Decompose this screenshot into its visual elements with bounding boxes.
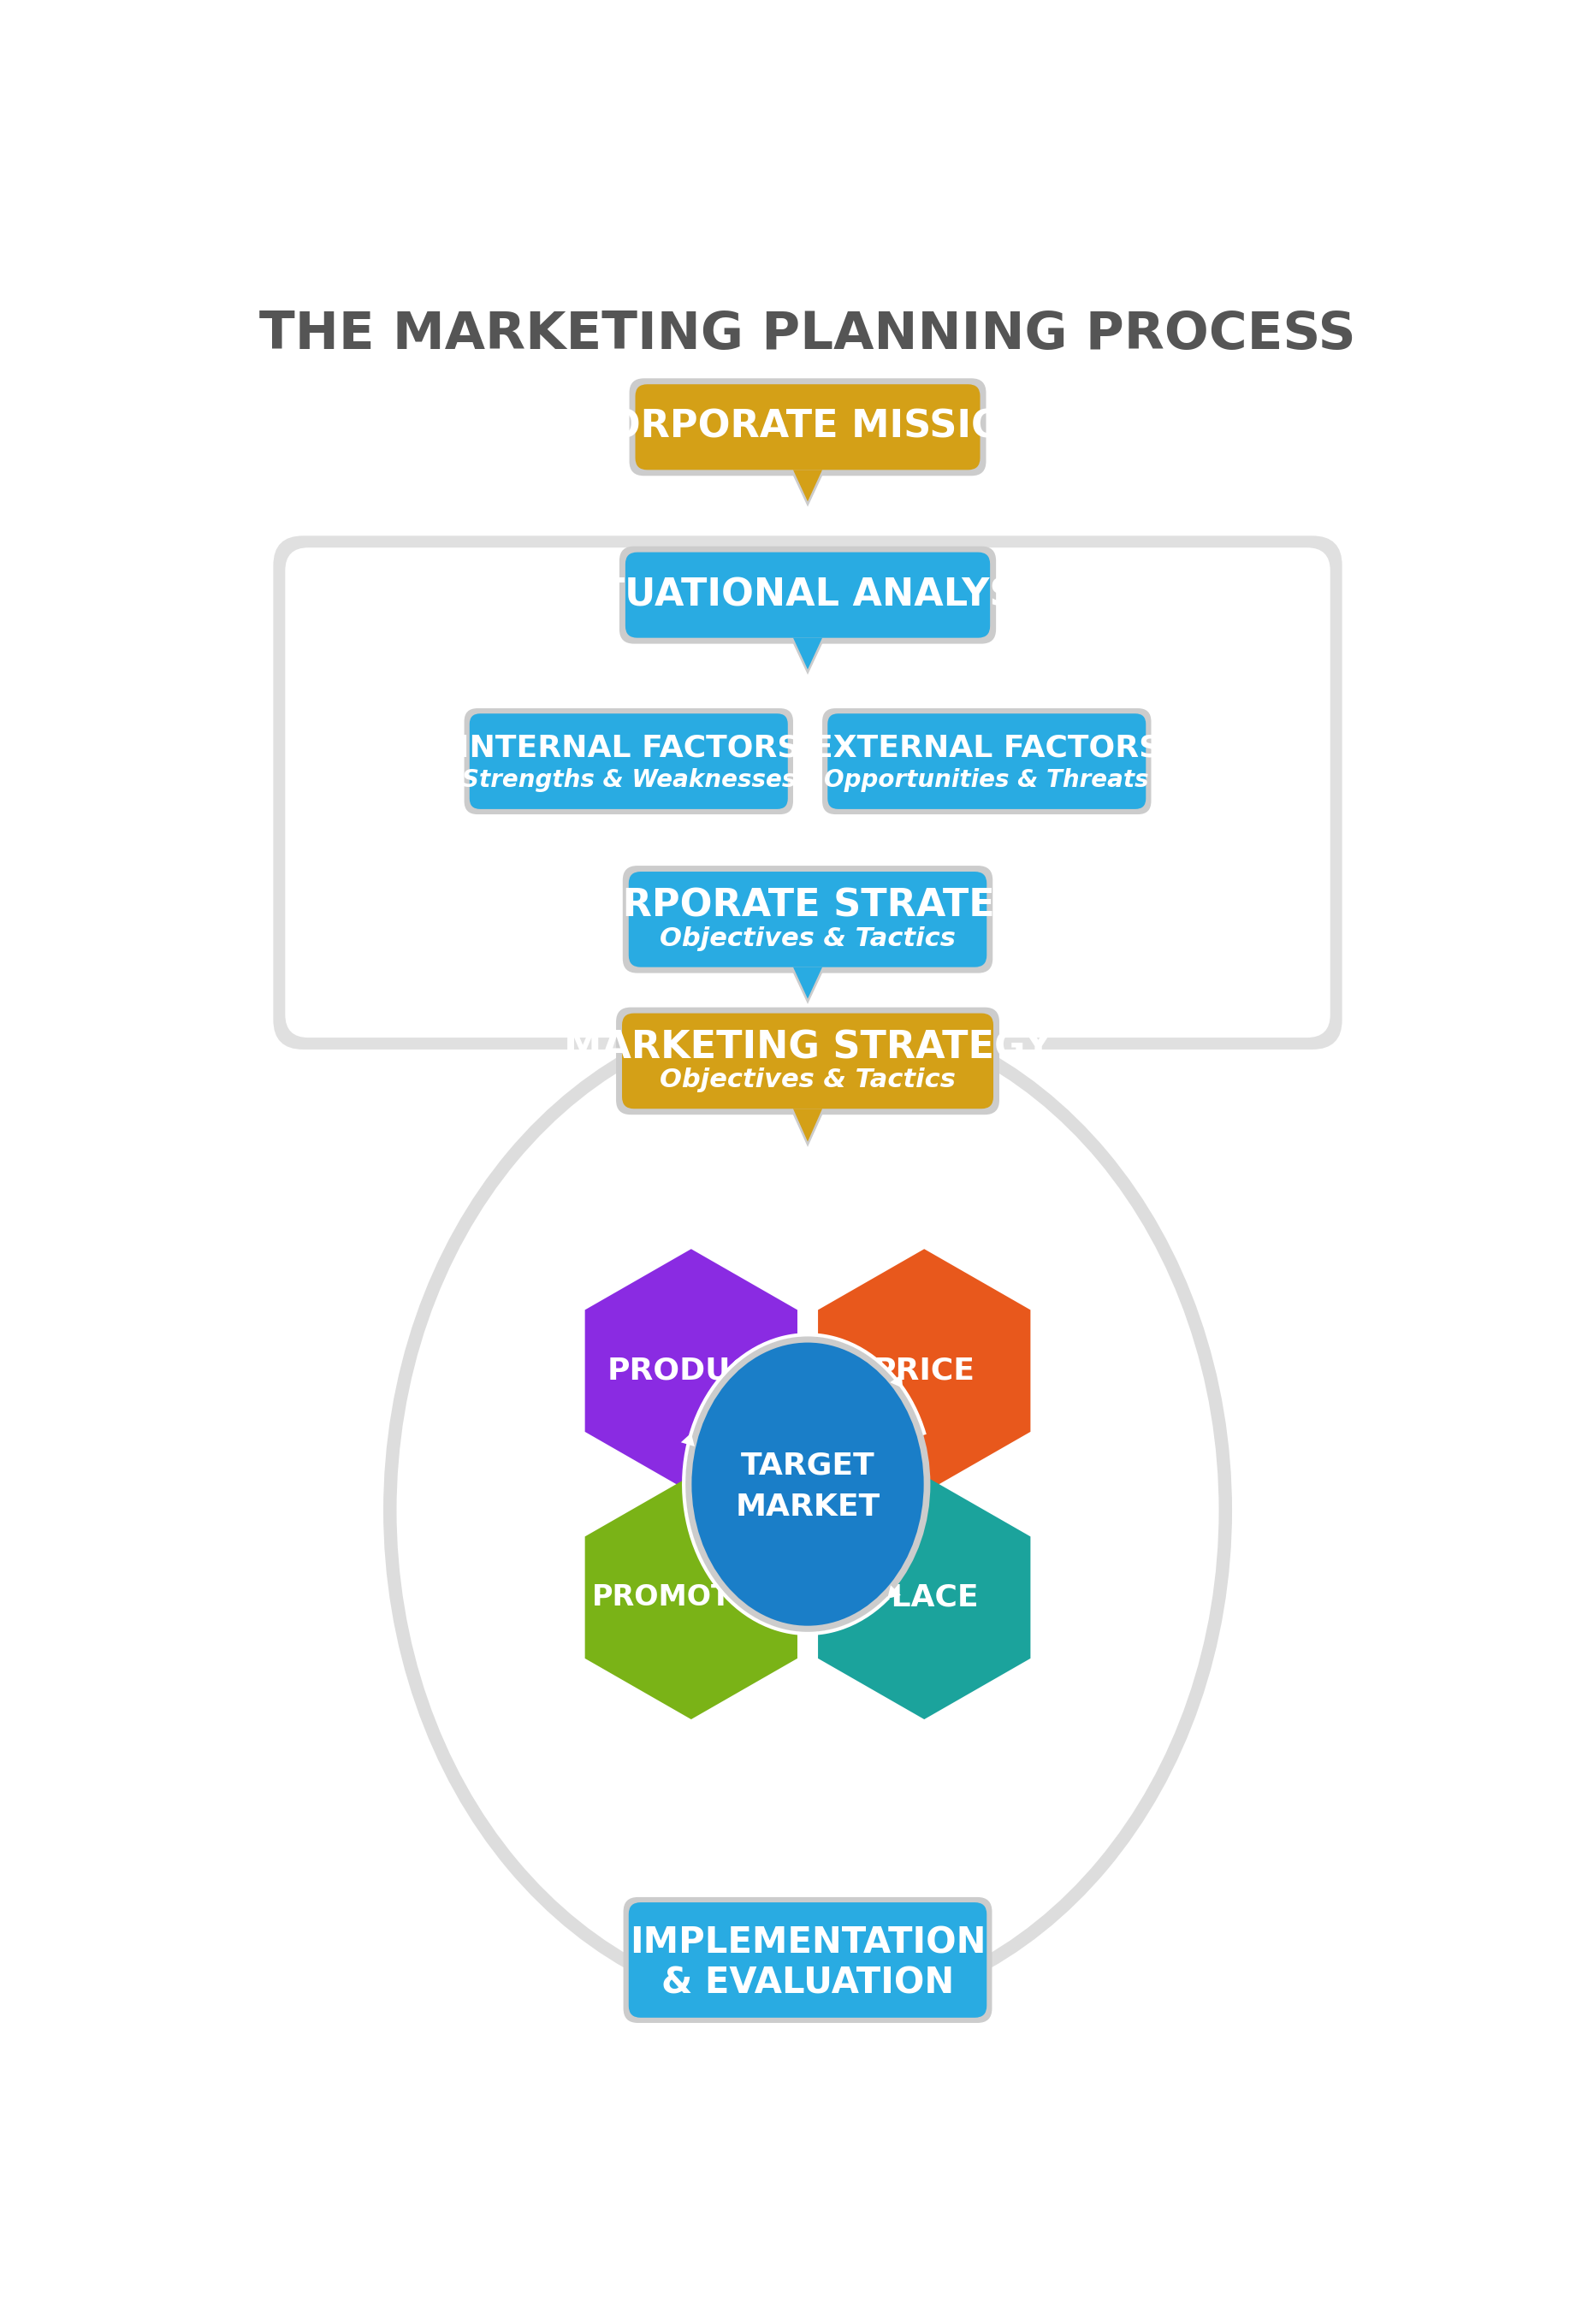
Ellipse shape [692,1343,924,1627]
Polygon shape [818,1248,1031,1492]
Polygon shape [887,1585,901,1599]
Text: Objectives & Tactics: Objectives & Tactics [660,925,955,951]
Text: SITUATIONAL ANALYSIS: SITUATIONAL ANALYSIS [556,576,1059,614]
Text: IMPLEMENTATION: IMPLEMENTATION [629,1924,987,1961]
Polygon shape [585,1248,797,1492]
FancyBboxPatch shape [623,867,993,974]
FancyBboxPatch shape [626,553,990,637]
Text: Strengths & Weaknesses: Strengths & Weaknesses [462,769,796,792]
Polygon shape [818,1476,1031,1720]
FancyBboxPatch shape [273,537,1343,1050]
Text: PRODUCT: PRODUCT [607,1357,775,1385]
Text: THE MARKETING PLANNING PROCESS: THE MARKETING PLANNING PROCESS [260,309,1355,360]
FancyBboxPatch shape [624,1896,991,2022]
Text: CORPORATE STRATEGY: CORPORATE STRATEGY [563,888,1053,925]
Polygon shape [790,1109,826,1148]
Text: MARKET: MARKET [736,1492,879,1522]
Polygon shape [790,967,826,1004]
Text: CORPORATE MISSION: CORPORATE MISSION [580,409,1035,446]
FancyBboxPatch shape [629,872,987,967]
Text: PLACE: PLACE [870,1583,979,1613]
Polygon shape [681,1434,695,1446]
FancyBboxPatch shape [827,713,1146,809]
FancyBboxPatch shape [470,713,788,809]
FancyBboxPatch shape [635,383,980,469]
Text: Opportunities & Threats: Opportunities & Threats [824,769,1149,792]
Text: TARGET: TARGET [741,1450,875,1480]
FancyBboxPatch shape [465,709,793,813]
Text: Objectives & Tactics: Objectives & Tactics [660,1067,955,1092]
Polygon shape [793,1109,823,1141]
FancyBboxPatch shape [623,1013,993,1109]
Text: PRICE: PRICE [873,1357,976,1385]
Polygon shape [890,1373,903,1387]
Text: PROMOTION: PROMOTION [593,1583,790,1611]
Polygon shape [585,1476,797,1720]
FancyBboxPatch shape [616,1006,999,1116]
FancyBboxPatch shape [823,709,1150,813]
FancyBboxPatch shape [619,546,996,644]
FancyBboxPatch shape [629,379,987,476]
Text: INTERNAL FACTORS: INTERNAL FACTORS [457,734,799,762]
Text: & EVALUATION: & EVALUATION [662,1966,953,2001]
Polygon shape [790,469,826,507]
Text: MARKETING STRATEGY: MARKETING STRATEGY [564,1030,1051,1067]
Ellipse shape [383,1004,1232,2017]
Polygon shape [793,967,823,999]
FancyBboxPatch shape [629,1903,987,2017]
FancyBboxPatch shape [285,548,1330,1037]
Text: EXTERNAL FACTORS: EXTERNAL FACTORS [812,734,1162,762]
Ellipse shape [686,1336,930,1631]
Polygon shape [790,637,826,674]
Ellipse shape [397,1016,1218,2006]
Polygon shape [793,469,823,502]
Polygon shape [793,637,823,669]
